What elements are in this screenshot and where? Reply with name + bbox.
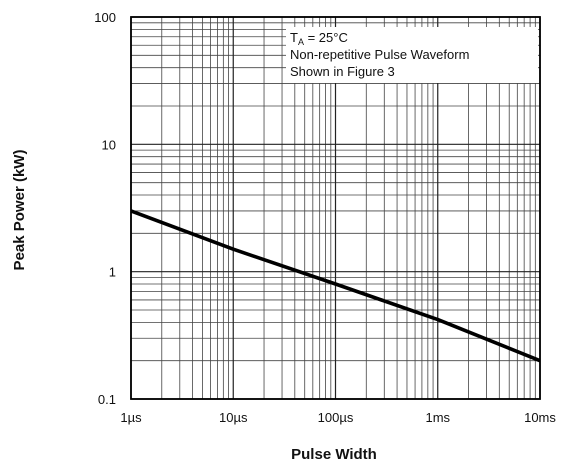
x-tick-label: 1ms — [425, 410, 450, 425]
y-axis-label: Peak Power (kW) — [11, 150, 28, 271]
series-layer — [130, 209, 541, 363]
annotation-figure-ref: Shown in Figure 3 — [290, 64, 395, 79]
x-tick-label: 100µs — [318, 410, 354, 425]
y-tick-label: 1 — [109, 265, 116, 280]
plot-frame — [130, 16, 541, 400]
annotation-box: TA = 25°C Non-repetitive Pulse Waveform … — [290, 30, 469, 79]
y-tick-label: 10 — [102, 137, 116, 152]
series-line — [130, 209, 541, 363]
plot-border — [130, 16, 541, 400]
annotation-background — [286, 27, 538, 83]
x-tick-label: 10ms — [524, 410, 556, 425]
annotation-waveform: Non-repetitive Pulse Waveform — [290, 47, 469, 62]
y-tick-label: 100 — [94, 10, 116, 25]
annotation-temperature: TA = 25°C — [290, 30, 348, 47]
y-tick-labels: 0.1 1 10 100 — [94, 10, 116, 407]
x-tick-label: 1µs — [120, 410, 142, 425]
x-tick-labels: 1µs 10µs 100µs 1ms 10ms — [120, 410, 556, 425]
x-tick-label: 10µs — [219, 410, 248, 425]
y-tick-label: 0.1 — [98, 392, 116, 407]
x-axis-label: Pulse Width — [291, 446, 377, 463]
